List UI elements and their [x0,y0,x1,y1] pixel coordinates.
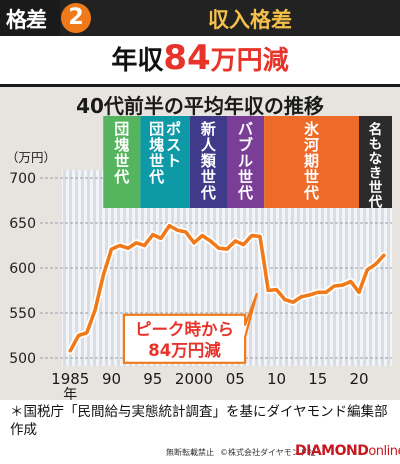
reprint-notice: 無断転載禁止 [166,448,214,457]
x-axis-label: 年 [63,387,77,400]
x-tick-label: 95 [143,370,162,388]
era-label-char: ポ [166,120,181,138]
x-tick-label: 05 [226,370,245,388]
header-bar: 格差 2 収入格差 [0,0,400,36]
x-tick-label: 10 [267,370,286,388]
era-label-char: 類 [200,152,217,170]
x-tick-label: 1985 [51,370,89,388]
headline: 年収84万円減 [0,37,400,83]
era-label: 名もなき世代 [368,121,383,211]
section-tag: 格差 [0,0,60,36]
series-line [68,223,386,353]
era-label-char: な [369,151,383,167]
era-label-char: 世 [149,152,164,170]
era-label-char: 代 [148,168,164,186]
copyright-credit: ©株式会社ダイヤモンド社 [220,448,316,457]
series-layer [66,222,388,355]
era-label: 新人類世代 [200,120,217,202]
y-tick-label: 600 [9,261,36,277]
era-label-char: 名 [369,121,383,138]
era-label-char: 世 [201,168,216,186]
y-tick-label: 700 [9,171,36,187]
headline-suffix: 万円減 [210,46,289,76]
era-label-char: 世 [114,152,129,170]
chart-title: 40代前半の平均年収の推移 [76,94,324,118]
section-number-badge: 2 [61,3,91,33]
y-tick-label: 550 [9,306,36,322]
era-label: 氷河期世代 [303,120,320,202]
y-tick-label: 500 [9,351,36,367]
era-band [103,116,141,208]
era-label: バブル世代 [237,120,253,202]
era-label-char: 人 [201,136,217,154]
header-title: 収入格差 [208,8,292,32]
x-tick-label: 20 [349,370,368,388]
era-label-char: 塊 [114,136,129,154]
era-label-char: 代 [113,168,129,186]
era-band [227,116,265,208]
era-label-char: 世 [369,179,383,196]
source-note: ＊国税庁「民間給与実態統計調査」を基にダイヤモンド編集部作成 [10,404,388,438]
era-label-char: 代 [200,184,216,202]
headline-amount: 84 [163,38,211,78]
era-label: 団塊世代 [148,120,164,186]
era-band [359,116,392,208]
era-label-char: 代 [303,184,319,202]
era-band [189,116,227,208]
era-label-char: き [369,166,383,182]
callout-text: ピーク時から [135,319,234,339]
era-label-char: 代 [237,184,253,202]
y-tick-label: 650 [9,216,36,232]
era-label-char: 期 [304,152,319,170]
era-label-char: 代 [368,194,383,211]
x-tick-label: 15 [308,370,327,388]
era-label-char: 世 [304,168,319,186]
era-label-char: 塊 [149,136,164,154]
section-tag-label: 格差 [6,8,47,32]
era-band [140,116,190,208]
era-label-char: 氷 [304,120,320,138]
axes: 500 550 600 650 700 （万円） 1985 90 95 2000 05 10 15 20 年 [6,150,369,400]
era-label-char: も [369,137,383,153]
brand-main: DIAMOND [295,443,369,459]
x-tick-label: 2000 [175,370,213,388]
era-label-char: 河 [304,136,319,154]
era-label-char: 新 [201,120,216,138]
brand-sub: online [368,444,400,459]
era-label-char: 世 [238,168,253,186]
era-label-char: ト [166,152,181,170]
callout-text: 84万円減 [148,340,221,360]
era-label-char: 団 [114,120,129,138]
era-label: ポスト [166,120,181,170]
headline-divider [0,84,400,87]
era-label-char: 団 [149,120,164,138]
headline-prefix: 年収 [111,46,164,76]
era-band [264,116,359,208]
era-label-char: ス [166,136,181,154]
y-axis-label: （万円） [6,150,56,165]
era-label-char: ブ [238,136,253,154]
callout-box [122,293,258,364]
brand-logo: DIAMONDonline [295,443,400,459]
era-label-char: バ [238,120,253,138]
era-label-char: ル [238,152,253,170]
era-label: 団塊世代 [113,120,129,186]
x-tick-label: 90 [102,370,121,388]
